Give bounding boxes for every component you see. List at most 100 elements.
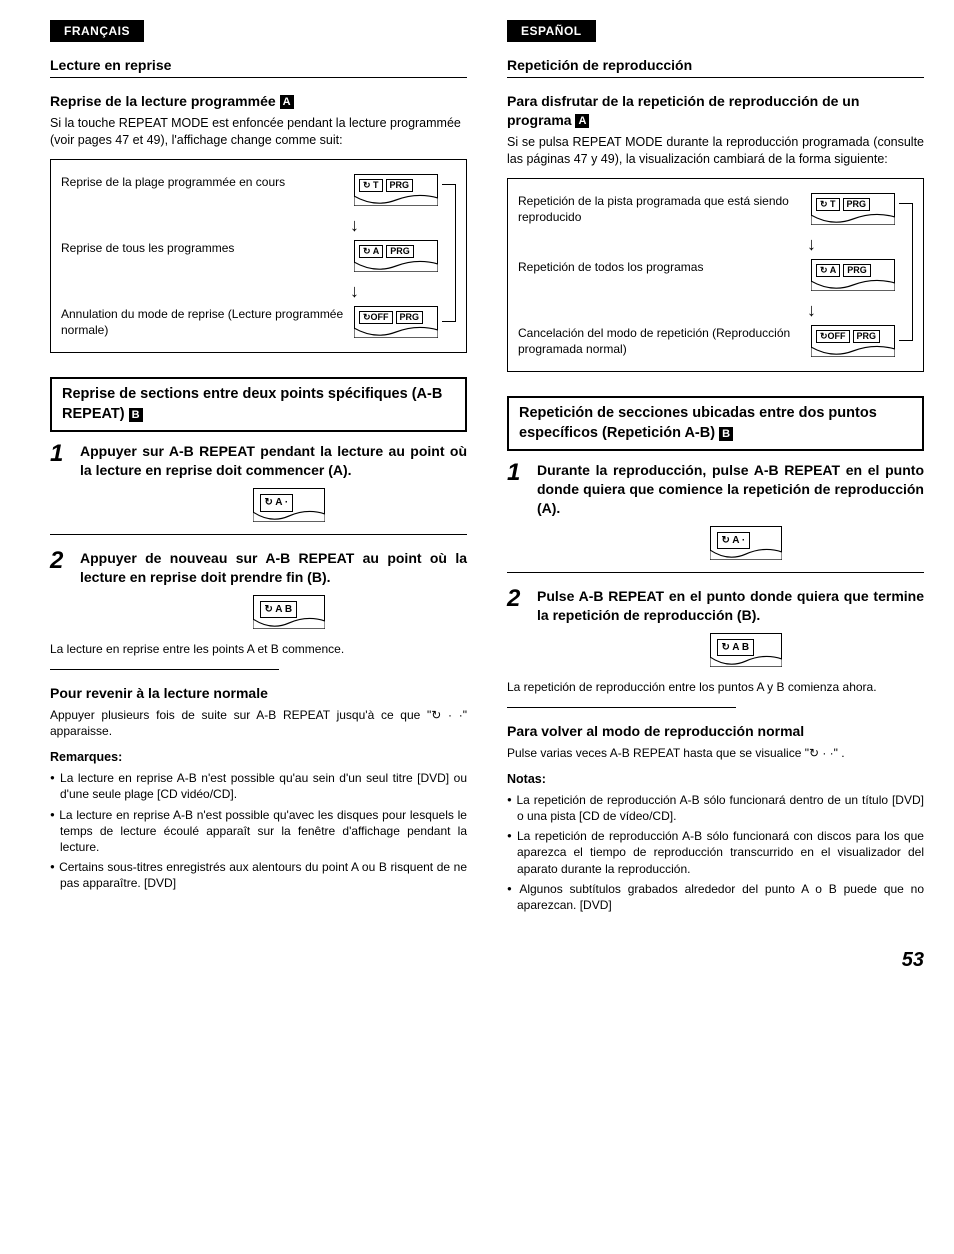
- step-1-fr: 1 Appuyer sur A-B REPEAT pendant la lect…: [50, 442, 467, 480]
- divider: [50, 669, 279, 670]
- notes-title-es: Notas:: [507, 771, 924, 788]
- chip: PRG: [843, 198, 871, 211]
- display-box: ↻OFF PRG: [811, 325, 895, 357]
- step-1-display: ↻ A ·: [507, 526, 924, 560]
- flow-row-3: Annulation du mode de reprise (Lecture p…: [61, 306, 438, 342]
- display-box: ↻ A ·: [710, 526, 782, 560]
- return-body-es: Pulse varias veces A-B REPEAT hasta que …: [507, 745, 924, 761]
- display-box: ↻ A B: [253, 595, 325, 629]
- return-heading-fr: Pour revenir à la lecture normale: [50, 684, 467, 703]
- step-number: 1: [507, 461, 529, 518]
- flow-return-top: [442, 184, 456, 185]
- step-1-text: Appuyer sur A-B REPEAT pendant la lectur…: [80, 442, 467, 480]
- display-box: ↻ A PRG: [811, 259, 895, 291]
- step-2-text: Appuyer de nouveau sur A-B REPEAT au poi…: [80, 549, 467, 587]
- flow-row-1: Repetición de la pista programada que es…: [518, 193, 895, 229]
- step-number: 2: [507, 587, 529, 625]
- prog-heading-es: Para disfrutar de la repetición de repro…: [507, 92, 924, 130]
- chip: PRG: [386, 245, 414, 258]
- step-2-display: ↻ A B: [50, 595, 467, 629]
- step-2-fr: 2 Appuyer de nouveau sur A-B REPEAT au p…: [50, 549, 467, 587]
- chip: ↻ A ·: [717, 532, 751, 550]
- chip: ↻ A ·: [260, 494, 294, 512]
- flow-return-bot: [899, 340, 913, 341]
- display-box: ↻ A PRG: [354, 240, 438, 272]
- note-item: La repetición de reproducción A-B sólo f…: [507, 828, 924, 877]
- ab-repeat-heading-fr: Reprise de sections entre deux points sp…: [50, 377, 467, 432]
- prog-heading-text-es: Para disfrutar de la repetición de repro…: [507, 93, 859, 128]
- step-1-text: Durante la reproducción, pulse A-B REPEA…: [537, 461, 924, 518]
- note-item: Certains sous-titres enregistrés aux ale…: [50, 859, 467, 891]
- prog-heading-text-fr: Reprise de la lecture programmée: [50, 93, 276, 109]
- notes-title-fr: Remarques:: [50, 749, 467, 766]
- section-title-es: Repetición de reproducción: [507, 56, 924, 78]
- flow-display-1: ↻ T PRG: [811, 193, 895, 229]
- page-number: 53: [50, 947, 924, 974]
- flow-label-2: Reprise de tous les programmes: [61, 240, 346, 256]
- flow-return-top: [899, 203, 913, 204]
- chip: ↻ A B: [260, 601, 298, 619]
- section-title-fr: Lecture en reprise: [50, 56, 467, 78]
- chip: ↻ A: [359, 245, 383, 258]
- divider: [507, 707, 736, 708]
- arrow-down-icon: ↓: [518, 301, 895, 319]
- return-heading-es: Para volver al modo de reproducción norm…: [507, 722, 924, 741]
- display-box: ↻ A B: [710, 633, 782, 667]
- chip: ↻ A: [816, 264, 840, 277]
- chip: PRG: [396, 311, 424, 324]
- flow-label-3: Annulation du mode de reprise (Lecture p…: [61, 306, 346, 338]
- chip: PRG: [386, 179, 414, 192]
- flow-diagram-fr: Reprise de la plage programmée en cours …: [50, 159, 467, 354]
- chip: ↻ T: [816, 198, 840, 211]
- display-box: ↻ T PRG: [811, 193, 895, 225]
- lang-tag-fr: FRANÇAIS: [50, 20, 144, 42]
- divider: [50, 534, 467, 535]
- return-body-fr: Appuyer plusieurs fois de suite sur A-B …: [50, 707, 467, 739]
- chip: ↻ A B: [717, 639, 755, 657]
- flow-row-1: Reprise de la plage programmée en cours …: [61, 174, 438, 210]
- step-2-es: 2 Pulse A-B REPEAT en el punto donde qui…: [507, 587, 924, 625]
- step-2-display: ↻ A B: [507, 633, 924, 667]
- flow-label-3: Cancelación del modo de repetición (Repr…: [518, 325, 803, 357]
- flow-return-bot: [442, 321, 456, 322]
- arrow-down-icon: ↓: [61, 216, 438, 234]
- ab-heading-text: Repetición de secciones ubicadas entre d…: [519, 405, 877, 441]
- note-item: La lecture en reprise A-B n'est possible…: [50, 770, 467, 802]
- flow-display-3: ↻OFF PRG: [811, 325, 895, 361]
- note-item: La lecture en reprise A-B n'est possible…: [50, 807, 467, 856]
- flow-row-2: Repetición de todos los programas ↻ A PR…: [518, 259, 895, 295]
- column-french: FRANÇAIS Lecture en reprise Reprise de l…: [50, 20, 467, 917]
- step-number: 1: [50, 442, 72, 480]
- step-number: 2: [50, 549, 72, 587]
- step-1-es: 1 Durante la reproducción, pulse A-B REP…: [507, 461, 924, 518]
- flow-label-1: Repetición de la pista programada que es…: [518, 193, 803, 225]
- chip: ↻OFF: [359, 311, 393, 324]
- flow-row-2: Reprise de tous les programmes ↻ A PRG: [61, 240, 438, 276]
- notes-list-es: La repetición de reproducción A-B sólo f…: [507, 792, 924, 913]
- prog-heading-fr: Reprise de la lecture programmée A: [50, 92, 467, 111]
- after-steps-es: La repetición de reproducción entre los …: [507, 679, 924, 695]
- chip: PRG: [843, 264, 871, 277]
- notes-list-fr: La lecture en reprise A-B n'est possible…: [50, 770, 467, 891]
- note-item: Algunos subtítulos grabados alrededor de…: [507, 881, 924, 913]
- column-spanish: ESPAÑOL Repetición de reproducción Para …: [507, 20, 924, 917]
- page-columns: FRANÇAIS Lecture en reprise Reprise de l…: [50, 20, 924, 917]
- step-2-text: Pulse A-B REPEAT en el punto donde quier…: [537, 587, 924, 625]
- flow-display-3: ↻OFF PRG: [354, 306, 438, 342]
- ref-icon: A: [280, 95, 294, 109]
- arrow-down-icon: ↓: [518, 235, 895, 253]
- display-box: ↻ A ·: [253, 488, 325, 522]
- flow-display-2: ↻ A PRG: [811, 259, 895, 295]
- flow-return-line: [912, 203, 913, 342]
- divider: [507, 572, 924, 573]
- flow-display-2: ↻ A PRG: [354, 240, 438, 276]
- note-item: La repetición de reproducción A-B sólo f…: [507, 792, 924, 824]
- prog-body-fr: Si la touche REPEAT MODE est enfoncée pe…: [50, 115, 467, 149]
- chip: PRG: [853, 330, 881, 343]
- ab-repeat-heading-es: Repetición de secciones ubicadas entre d…: [507, 396, 924, 451]
- arrow-down-icon: ↓: [61, 282, 438, 300]
- lang-tag-es: ESPAÑOL: [507, 20, 596, 42]
- flow-row-3: Cancelación del modo de repetición (Repr…: [518, 325, 895, 361]
- prog-body-es: Si se pulsa REPEAT MODE durante la repro…: [507, 134, 924, 168]
- flow-diagram-es: Repetición de la pista programada que es…: [507, 178, 924, 373]
